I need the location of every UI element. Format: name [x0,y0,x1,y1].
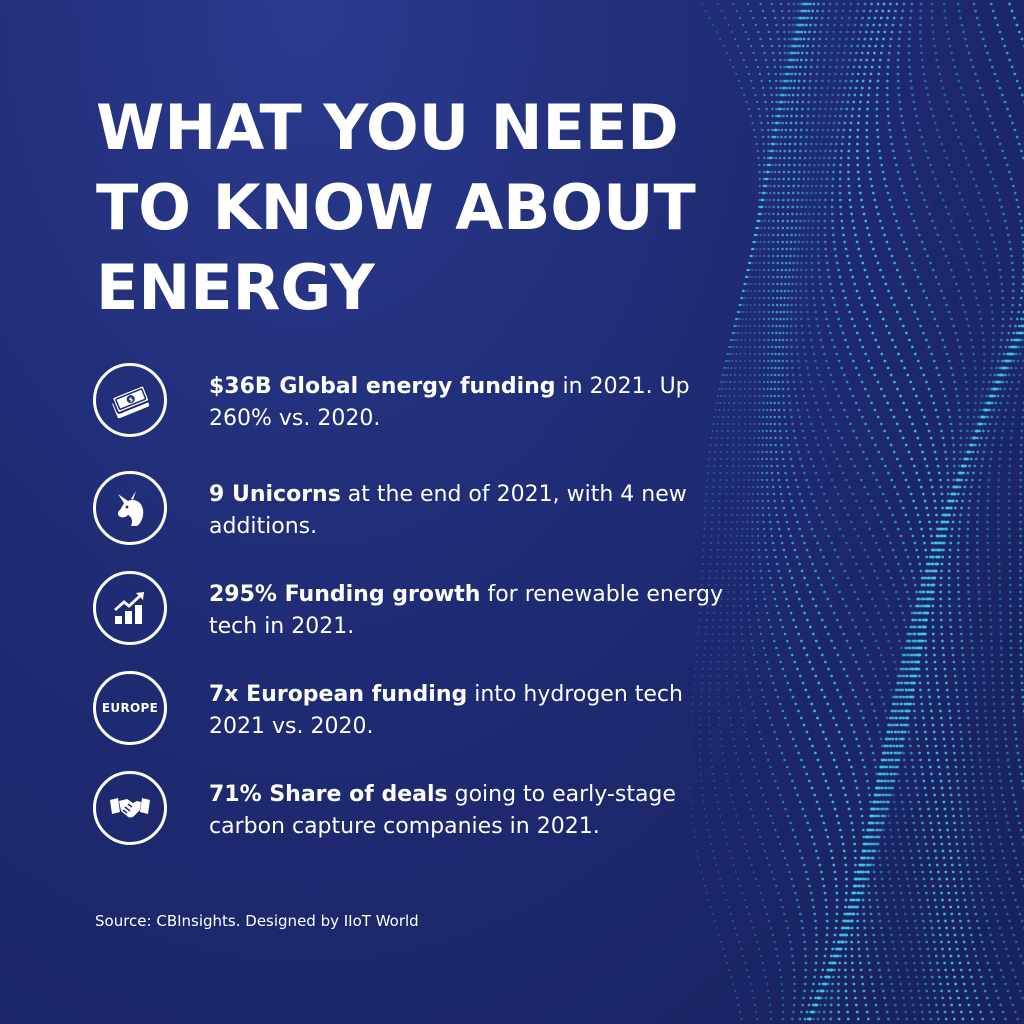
fact-text: 7x European funding into hydrogen tech 2… [209,679,729,743]
fact-item-funding: $ $36B Global energy funding in 2021. Up… [93,363,733,443]
fact-detail: going to early-stage carbon capture comp… [209,782,676,839]
fact-item-unicorns: 9 Unicorns at the end of 2021, with 4 ne… [93,471,733,551]
fact-detail: in 2021. Up 260% vs. 2020. [209,374,690,431]
europe-badge-icon: EUROPE [93,671,167,745]
europe-label: EUROPE [101,701,159,715]
fact-highlight: 7x European funding [209,682,468,707]
handshake-icon [93,771,167,845]
fact-text: 71% Share of deals going to early-stage … [209,779,729,843]
fact-highlight: 295% Funding growth [209,582,481,607]
fact-text: 9 Unicorns at the end of 2021, with 4 ne… [209,479,729,543]
unicorn-icon [93,471,167,545]
growth-chart-icon [93,571,167,645]
title-line-3: ENERGY [96,251,375,324]
fact-detail: for renewable energy tech in 2021. [209,582,724,639]
fact-detail: into hydrogen tech 2021 vs. 2020. [209,682,683,739]
fact-text: $36B Global energy funding in 2021. Up 2… [209,371,729,435]
page-title: WHAT YOU NEED TO KNOW ABOUT ENERGY [96,88,696,328]
title-line-2: TO KNOW ABOUT [96,171,696,244]
money-bill-icon: $ [93,363,167,437]
fact-item-hydrogen: EUROPE 7x European funding into hydrogen… [93,671,733,751]
fact-highlight: 71% Share of deals [209,782,448,807]
fact-detail: at the end of 2021, with 4 new additions… [209,482,687,539]
fact-text: 295% Funding growth for renewable energy… [209,579,729,643]
fact-item-carbon-capture: 71% Share of deals going to early-stage … [93,771,733,851]
fact-highlight: 9 Unicorns [209,482,341,507]
title-line-1: WHAT YOU NEED [96,91,679,164]
fact-item-renewable: 295% Funding growth for renewable energy… [93,571,733,651]
fact-highlight: $36B Global energy funding [209,374,556,399]
source-credit: Source: CBInsights. Designed by IIoT Wor… [95,912,419,930]
